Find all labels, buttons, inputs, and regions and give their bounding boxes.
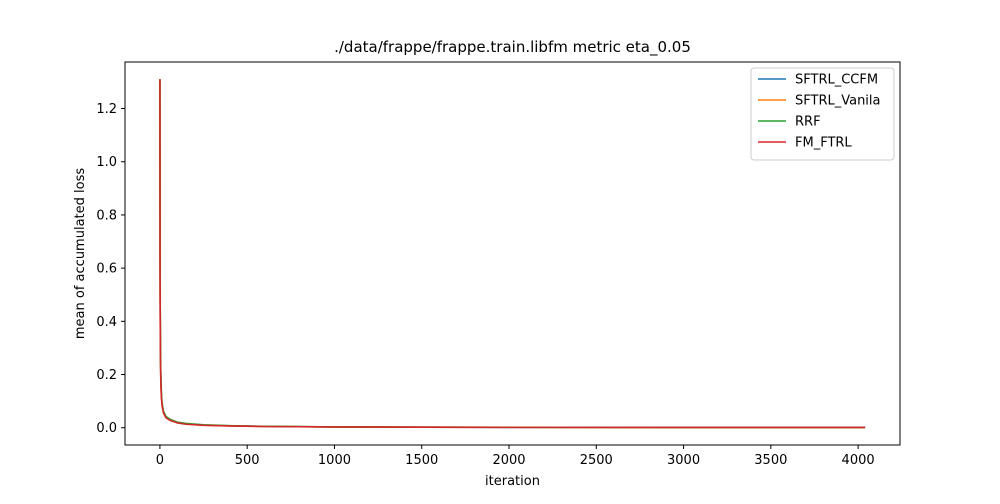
axes-frame: [124, 61, 901, 446]
y-axis-label: mean of accumulated loss: [73, 168, 88, 339]
y-tick-label: 0.2: [96, 368, 117, 383]
plot-lines: [159, 79, 866, 429]
x-tick-label: 4000: [842, 453, 875, 468]
y-tick-label: 0.6: [96, 262, 117, 277]
x-axis: 0 500 1000 1500 2000 2500 3000 3500 4000: [156, 445, 875, 468]
y-tick-label: 1.0: [96, 155, 117, 170]
legend-label: FM_FTRL: [795, 136, 852, 151]
legend-box: [750, 67, 895, 161]
y-axis: 0.0 0.2 0.4 0.6 0.8 1.0 1.2: [96, 102, 125, 436]
y-tick-label: 1.2: [96, 102, 117, 117]
chart-title: ./data/frappe/frappe.train.libfm metric …: [334, 38, 691, 57]
y-tick-label: 0.8: [96, 208, 117, 223]
x-tick-label: 1500: [405, 453, 438, 468]
legend-label: SFTRL_Vanila: [795, 94, 881, 109]
x-tick-label: 3000: [667, 453, 700, 468]
y-tick-label: 0.0: [96, 421, 117, 436]
x-tick-label: 1000: [318, 453, 351, 468]
y-tick-label: 0.4: [96, 315, 117, 330]
legend: SFTRL_CCFM SFTRL_Vanila RRF FM_FTRL: [750, 67, 895, 161]
legend-label: SFTRL_CCFM: [795, 73, 878, 88]
x-tick-label: 500: [235, 453, 260, 468]
x-tick-label: 2000: [492, 453, 525, 468]
legend-label: RRF: [795, 115, 821, 130]
x-axis-label: iteration: [485, 474, 540, 489]
x-tick-label: 2500: [580, 453, 613, 468]
series-line-fm-ftrl: [159, 79, 866, 429]
x-tick-label: 3500: [754, 453, 787, 468]
x-tick-label: 0: [156, 453, 164, 468]
